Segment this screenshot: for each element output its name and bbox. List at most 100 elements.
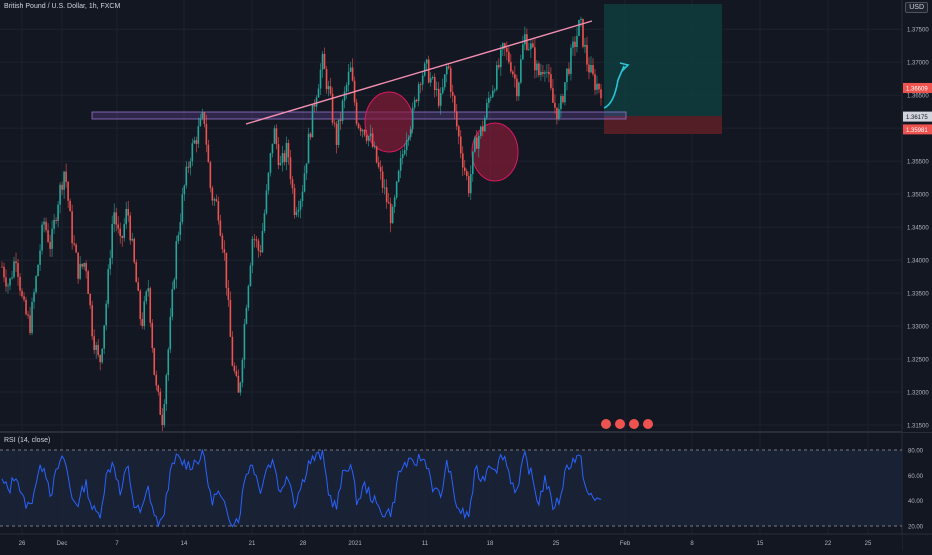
candle-body	[251, 238, 254, 266]
currency-button[interactable]: USD	[905, 2, 928, 13]
price-tick-label: 1.33000	[907, 325, 929, 331]
candle-body	[486, 102, 488, 118]
candle-body	[95, 345, 97, 350]
candle-body	[381, 171, 384, 188]
candle-body	[518, 82, 520, 97]
candle-body	[435, 88, 438, 91]
candle-body	[367, 136, 370, 141]
candle-body	[598, 83, 600, 90]
rsi-pane[interactable]: 80.00 60.00 40.00 20.00	[0, 448, 924, 531]
candle-body	[341, 100, 344, 121]
candle-body	[401, 154, 404, 159]
price-tick-label: 1.33500	[907, 292, 929, 298]
candle-body	[311, 104, 314, 138]
candle-body	[546, 71, 548, 73]
candle-body	[576, 35, 578, 48]
candle-body	[241, 359, 244, 383]
price-tick-label: 1.35500	[907, 160, 929, 166]
economic-events[interactable]	[601, 419, 653, 429]
candle-body	[97, 345, 99, 355]
candle-body	[123, 224, 126, 238]
candle-body	[197, 126, 200, 144]
stop-zone[interactable]	[604, 116, 722, 134]
candle-body	[199, 118, 202, 127]
price-marker-label: 1.36609	[906, 86, 928, 92]
candle-body	[313, 104, 316, 107]
candle-body	[37, 264, 39, 277]
price-tick-label: 1.35000	[907, 193, 929, 199]
candle-body	[409, 128, 412, 137]
price-tick-label: 1.37500	[907, 28, 929, 34]
candle-body	[227, 287, 230, 300]
candle-body	[255, 239, 258, 241]
candle-body	[459, 136, 462, 154]
candle-body	[572, 41, 574, 48]
support-zone[interactable]	[91, 111, 627, 120]
candle-body	[247, 285, 250, 308]
candle-body	[391, 206, 394, 224]
rsi-label[interactable]: RSI (14, close)	[4, 437, 51, 444]
candle-body	[163, 404, 166, 425]
time-axis[interactable]	[0, 534, 902, 550]
price-axis[interactable]	[902, 0, 932, 432]
candle-body	[469, 174, 472, 194]
rising-trendline[interactable]	[245, 20, 593, 125]
price-marker-bg	[903, 124, 932, 135]
price-marker-bg	[903, 111, 932, 122]
candle-body	[5, 277, 7, 287]
candle-body	[101, 348, 103, 363]
candle-body	[516, 78, 518, 97]
candle-body	[213, 199, 216, 201]
candle-body	[331, 93, 334, 123]
candle-body	[329, 86, 332, 94]
rsi-tick-labels: 80.00 60.00 40.00 20.00	[908, 449, 924, 531]
candle-body	[7, 285, 9, 287]
candle-body	[237, 375, 240, 393]
candle-body	[301, 191, 304, 201]
event-flag-icon[interactable]	[629, 419, 639, 429]
candle-body	[147, 288, 150, 292]
candle-body	[590, 64, 592, 73]
candle-body	[492, 90, 494, 97]
symbol-title[interactable]: British Pound / U.S. Dollar, 1h, FXCM	[4, 3, 121, 10]
target-zone[interactable]	[604, 4, 722, 116]
event-flag-icon[interactable]	[643, 419, 653, 429]
candle-body	[261, 231, 264, 253]
candle-body	[225, 252, 228, 288]
time-tick-label: 15	[757, 541, 764, 547]
candle-body	[399, 158, 402, 171]
candle-body	[413, 99, 416, 108]
candle-body	[45, 221, 47, 231]
time-tick-label: 18	[487, 541, 494, 547]
candle-body	[187, 166, 190, 168]
event-flag-icon[interactable]	[615, 419, 625, 429]
candle-body	[133, 238, 136, 263]
candle-body	[397, 170, 400, 182]
time-tick-label: 28	[300, 541, 307, 547]
event-flag-icon[interactable]	[601, 419, 611, 429]
projection-arrow[interactable]	[603, 65, 625, 109]
candle-body	[121, 235, 124, 238]
candle-body	[263, 213, 266, 232]
candle-body	[267, 172, 270, 191]
candle-body	[361, 129, 364, 132]
candle-body	[421, 75, 424, 85]
candle-body	[556, 107, 558, 120]
candle-body	[109, 258, 111, 270]
rsi-line	[1, 448, 602, 528]
candle-body	[299, 200, 302, 210]
candle-body	[143, 301, 146, 327]
candle-body	[600, 89, 602, 99]
candle-body	[159, 391, 162, 415]
candle-body	[137, 282, 140, 291]
time-tick-labels: 26 Dec 7 14 21 28 2021 11 18 25 Feb 8 15 22 25	[19, 541, 872, 547]
price-tick-label: 1.32000	[907, 391, 929, 397]
candle-body	[295, 211, 298, 215]
candle-body	[524, 34, 526, 45]
price-markers: 1.36609 1.36175 1.35981	[903, 82, 932, 135]
candle-body	[253, 238, 256, 240]
candle-body	[351, 67, 354, 81]
candle-body	[165, 375, 168, 405]
